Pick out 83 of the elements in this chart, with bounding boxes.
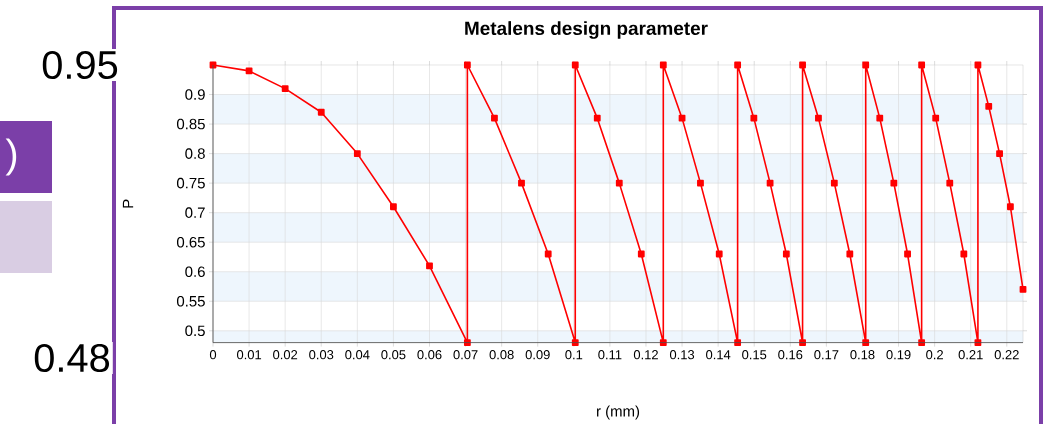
point (715, 250, 723, 258)
x-tick-label: 0.2 (926, 350, 943, 360)
x-tick-label: 0.01 (236, 350, 262, 360)
point (390, 203, 397, 211)
point (815, 114, 822, 122)
point (426, 262, 433, 270)
x-tick-label: 0.08 (489, 350, 514, 360)
x-tick-label: 0.15 (742, 350, 767, 360)
y-tick-label: 0.75 (176, 177, 205, 189)
y-tick-label: 0.65 (176, 236, 205, 248)
point (659, 339, 667, 346)
text: 0.95 (42, 50, 118, 80)
x-tick-label: 0.11 (598, 350, 622, 360)
point (862, 61, 870, 69)
x-axis-title: r (mm) (597, 405, 640, 420)
x-tick-label: 0 (209, 350, 217, 360)
point (830, 179, 838, 187)
x-tick-label: 0.13 (669, 350, 695, 360)
point (463, 61, 471, 69)
point (782, 250, 790, 258)
point (637, 250, 645, 258)
x-tick-label: 0.04 (345, 350, 370, 360)
y-tick-label: 0.85 (176, 118, 205, 130)
x-tick-label: 0.07 (453, 350, 478, 360)
y-axis-title: P (122, 199, 134, 208)
x-tick-label: 0.14 (706, 350, 731, 360)
x-tick-label: 0.18 (850, 350, 875, 360)
x-tick-label: 0.19 (886, 350, 911, 360)
text: 0.48 (34, 343, 110, 373)
point (353, 150, 361, 157)
point (544, 250, 552, 258)
point (463, 339, 471, 346)
x-tick-label: 0.17 (814, 350, 839, 360)
point (799, 339, 806, 346)
point (985, 102, 993, 110)
point (491, 114, 498, 122)
point (799, 61, 806, 69)
point (890, 179, 898, 187)
point (697, 179, 704, 187)
y-tick-label: 0.55 (176, 295, 205, 307)
text: ) (5, 138, 17, 176)
point (862, 339, 870, 346)
point (996, 150, 1003, 157)
point (571, 339, 579, 346)
point (734, 339, 742, 346)
point (960, 250, 968, 258)
x-tick-label: 0.03 (309, 350, 334, 360)
point (946, 179, 954, 187)
point (846, 250, 854, 258)
x-tick-label: 0.02 (273, 350, 298, 360)
point (317, 108, 325, 116)
point (918, 339, 926, 346)
point (615, 179, 623, 187)
x-tick-label: 0.21 (958, 350, 983, 360)
point (1006, 203, 1014, 211)
x-tick-label: 0.09 (525, 350, 550, 360)
point (750, 114, 758, 122)
x-tick-label: 0.12 (633, 350, 658, 360)
point (659, 61, 667, 69)
point (281, 85, 289, 93)
x-tick-label: 0.05 (381, 350, 406, 360)
x-tick-label: 0.16 (778, 350, 803, 360)
point (766, 179, 774, 187)
point (918, 61, 926, 69)
y-tick-label: 0.7 (185, 207, 205, 218)
point (932, 114, 940, 122)
y-tick-label: 0.9 (185, 89, 205, 100)
line-series (209, 61, 1027, 346)
y-tick-label: 0.6 (185, 266, 205, 278)
point (734, 61, 742, 69)
point (1019, 286, 1027, 293)
point (876, 114, 884, 122)
point (678, 114, 686, 122)
y-tick-label: 0.8 (185, 148, 205, 159)
y-tick-label: 0.5 (185, 325, 205, 337)
point (571, 61, 579, 69)
x-tick-label: 0.22 (994, 350, 1019, 360)
chart-title: Metalens design parameter (465, 21, 708, 39)
point (518, 179, 525, 187)
point (904, 250, 911, 258)
point (593, 114, 601, 122)
x-tick-label: 0.06 (417, 350, 442, 360)
x-tick-label: 0.1 (565, 350, 583, 360)
